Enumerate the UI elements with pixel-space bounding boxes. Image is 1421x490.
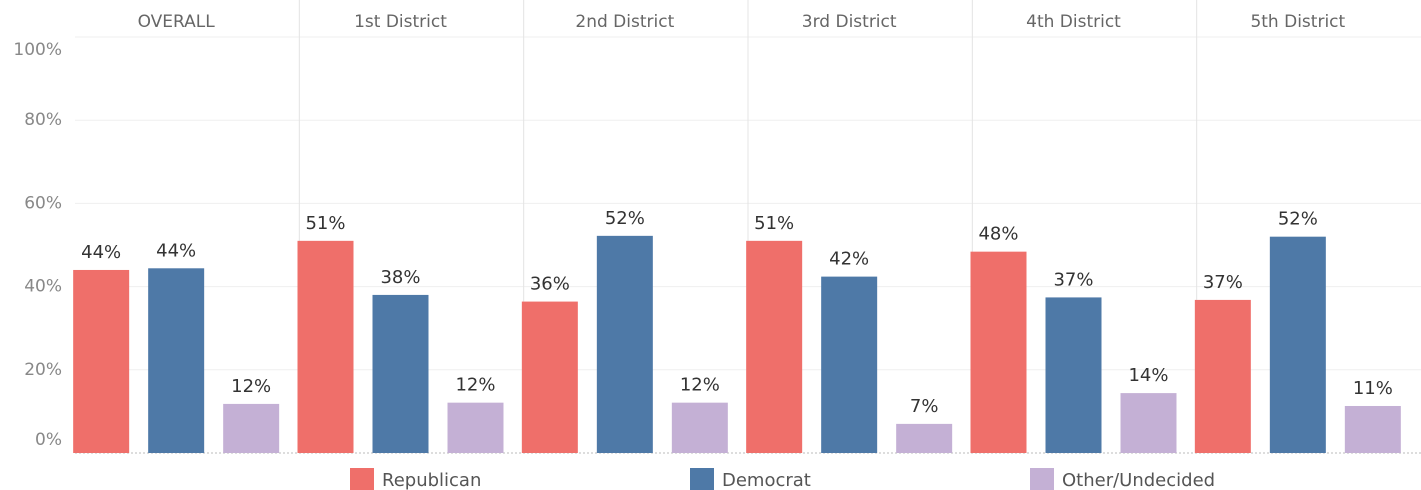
y-tick-label: 0% [35,430,62,450]
bar [821,276,878,453]
bar [1194,299,1251,453]
data-label: 48% [978,224,1018,245]
bar [1045,297,1102,453]
data-label: 12% [455,375,495,396]
y-tick-label: 20% [24,360,62,380]
data-label: 44% [81,242,121,263]
panel-title: 1st District [354,12,447,32]
panel-title: 5th District [1250,12,1345,32]
panel-title: 4th District [1026,12,1121,32]
panel-title: OVERALL [138,12,216,32]
y-tick-label: 100% [13,40,62,60]
bar [1344,405,1401,453]
bar [1120,393,1177,453]
y-tick-label: 40% [24,277,62,297]
data-label: 37% [1203,272,1243,293]
legend-label: Other/Undecided [1062,470,1215,490]
data-label: 14% [1128,365,1168,386]
data-label: 36% [530,274,570,295]
legend-swatch [350,468,374,490]
legend-swatch [1030,468,1054,490]
y-tick-label: 60% [24,193,62,213]
bar [447,402,504,453]
data-label: 38% [380,267,420,288]
bar [671,402,728,453]
data-label: 51% [754,213,794,234]
bar [372,294,429,453]
bar [223,403,280,453]
data-label: 42% [829,249,869,270]
legend-label: Democrat [722,470,811,490]
bar [596,235,653,453]
bar [148,268,205,453]
legend-label: Republican [382,470,481,490]
data-label: 7% [910,396,939,417]
panel-title: 2nd District [575,12,674,32]
bar [746,240,803,453]
data-label: 44% [156,240,196,261]
data-label: 11% [1353,378,1393,399]
bar [970,251,1027,453]
data-label: 12% [231,376,271,397]
bar [297,240,354,453]
bar [1269,236,1326,453]
data-label: 51% [305,213,345,234]
bar [521,301,578,453]
legend-swatch [690,468,714,490]
bar [73,269,130,453]
data-label: 37% [1053,269,1093,290]
bar [896,423,953,453]
panel-title: 3rd District [802,12,897,32]
y-tick-label: 80% [24,110,62,130]
data-label: 52% [605,208,645,229]
data-label: 52% [1278,209,1318,230]
data-label: 12% [680,375,720,396]
